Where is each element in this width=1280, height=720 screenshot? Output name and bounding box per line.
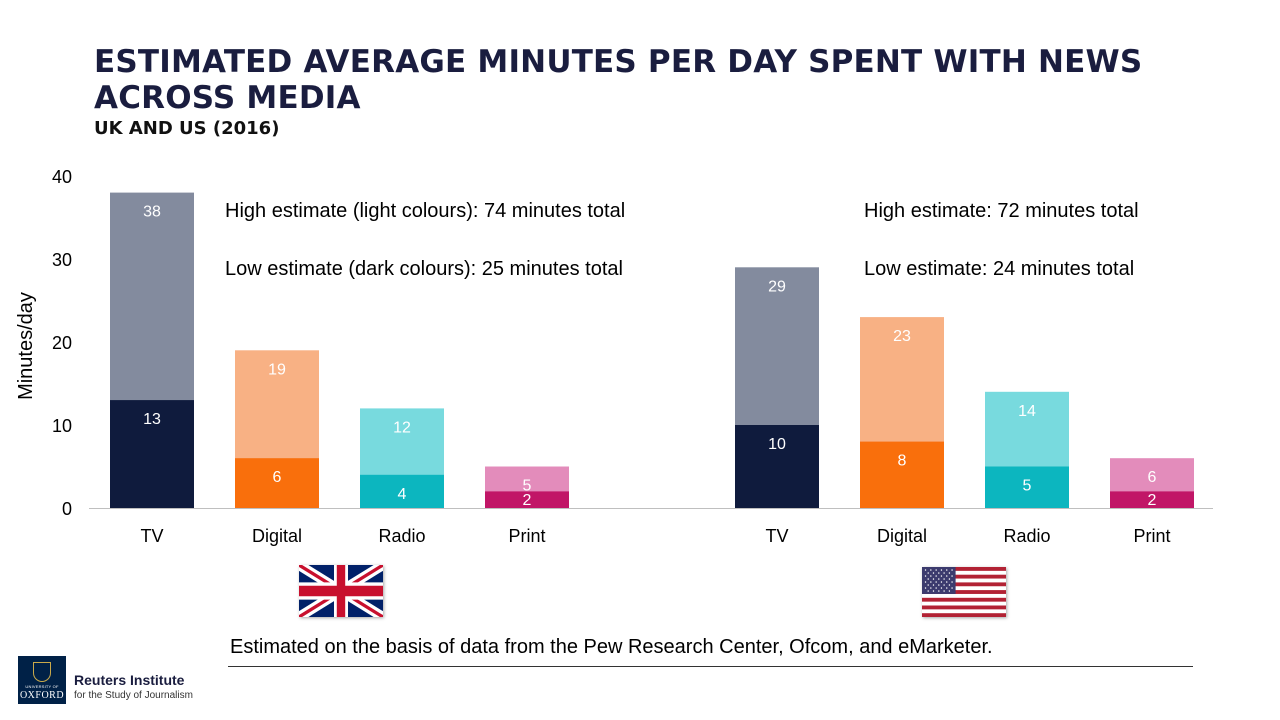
x-tick-label: TV bbox=[140, 526, 163, 546]
y-axis-label: Minutes/day bbox=[15, 292, 37, 400]
us-radio-low-bar bbox=[985, 466, 1069, 508]
x-tick-label: Print bbox=[1133, 526, 1170, 546]
uk-digital-low-label: 6 bbox=[273, 469, 282, 486]
us-digital-low-bar bbox=[860, 441, 944, 508]
uk-radio-low-bar bbox=[360, 474, 444, 508]
us-print-high-label: 6 bbox=[1148, 469, 1157, 486]
logo-university: OXFORD bbox=[19, 690, 65, 701]
uk-high-estimate-note: High estimate (light colours): 74 minute… bbox=[225, 200, 626, 222]
logo-name: Reuters Institute bbox=[74, 672, 185, 688]
y-tick-label: 0 bbox=[62, 499, 72, 519]
us-low-estimate-note: Low estimate: 24 minutes total bbox=[864, 258, 1135, 280]
us-print-low-label: 2 bbox=[1148, 492, 1157, 509]
us-print-low-bar bbox=[1110, 491, 1194, 508]
page-subtitle: UK AND US (2016) bbox=[94, 118, 280, 139]
y-axis: 0 10 20 30 40 Minutes/day bbox=[15, 167, 72, 519]
uk-radio-high-label: 12 bbox=[393, 419, 411, 436]
us-radio-high-label: 14 bbox=[1018, 403, 1036, 420]
oxford-logo-box: UNIVERSITY OF OXFORD bbox=[18, 656, 66, 704]
oxford-crest-icon bbox=[33, 662, 51, 682]
logo-university-small: UNIVERSITY OF bbox=[25, 684, 59, 689]
uk-digital-low-bar bbox=[235, 458, 319, 508]
y-tick-label: 30 bbox=[52, 250, 72, 270]
y-tick-label: 10 bbox=[52, 416, 72, 436]
x-tick-label: Radio bbox=[378, 526, 425, 546]
us-tv-low-label: 10 bbox=[768, 436, 786, 453]
y-tick-label: 20 bbox=[52, 333, 72, 353]
y-tick-label: 40 bbox=[52, 167, 72, 187]
us-high-estimate-note: High estimate: 72 minutes total bbox=[864, 200, 1139, 222]
uk-flag-icon bbox=[299, 565, 383, 617]
us-digital-low-label: 8 bbox=[898, 453, 907, 470]
uk-digital-high-label: 19 bbox=[268, 361, 286, 378]
x-tick-label: Print bbox=[508, 526, 545, 546]
uk-tv-high-label: 38 bbox=[143, 204, 161, 221]
source-footnote: Estimated on the basis of data from the … bbox=[230, 636, 993, 658]
x-tick-label: Radio bbox=[1003, 526, 1050, 546]
uk-radio-low-label: 4 bbox=[398, 486, 407, 503]
uk-print-low-bar bbox=[485, 491, 569, 508]
us-digital-high-label: 23 bbox=[893, 328, 911, 345]
us-tv-low-bar bbox=[735, 425, 819, 508]
logo-tagline: for the Study of Journalism bbox=[74, 690, 193, 701]
x-tick-label: Digital bbox=[877, 526, 927, 546]
uk-low-estimate-note: Low estimate (dark colours): 25 minutes … bbox=[225, 258, 623, 280]
uk-print-high-label: 5 bbox=[523, 478, 532, 495]
x-axis: TV Digital Radio Print TV Digital Radio Print bbox=[89, 508, 1213, 546]
us-tv-high-label: 29 bbox=[768, 278, 786, 295]
x-tick-label: TV bbox=[765, 526, 788, 546]
uk-print-low-label: 2 bbox=[523, 492, 532, 509]
reuters-institute-logo: UNIVERSITY OF OXFORD Reuters Institute f… bbox=[18, 656, 218, 706]
footnote-divider bbox=[228, 666, 1193, 667]
uk-tv-low-bar bbox=[110, 400, 194, 508]
us-radio-low-label: 5 bbox=[1023, 478, 1032, 495]
us-flag-icon bbox=[922, 567, 1006, 617]
uk-tv-low-label: 13 bbox=[143, 411, 161, 428]
x-tick-label: Digital bbox=[252, 526, 302, 546]
page-title: ESTIMATED AVERAGE MINUTES PER DAY SPENT … bbox=[94, 44, 1143, 116]
